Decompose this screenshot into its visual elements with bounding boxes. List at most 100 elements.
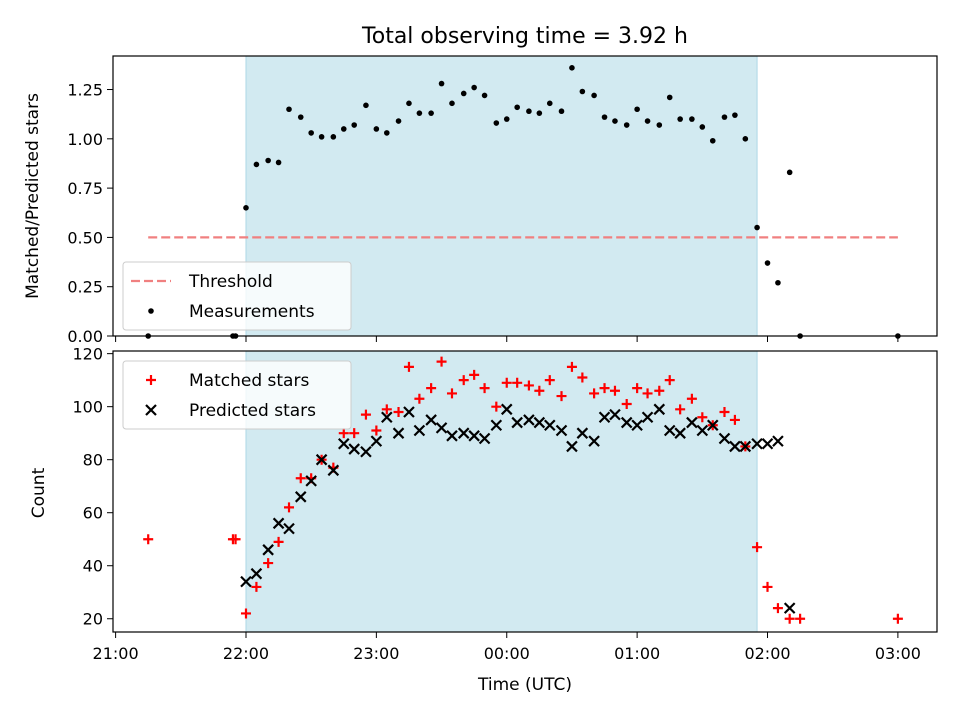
data-point	[471, 84, 477, 91]
data-point	[526, 108, 532, 115]
y-tick-label: 0.25	[67, 278, 103, 297]
data-point	[523, 414, 535, 426]
data-point	[370, 435, 383, 447]
data-point	[383, 130, 390, 136]
data-point	[686, 416, 698, 429]
data-point	[632, 383, 643, 394]
data-point	[395, 118, 402, 124]
data-point	[697, 412, 708, 423]
data-point	[436, 356, 447, 367]
data-point	[784, 613, 795, 624]
data-point	[536, 110, 543, 116]
data-point	[795, 613, 806, 624]
data-point	[696, 424, 709, 437]
y-tick-label: 0.50	[67, 228, 103, 247]
data-point	[729, 414, 740, 425]
data-point	[783, 602, 796, 614]
data-point	[566, 440, 578, 453]
data-point	[514, 104, 520, 111]
y-tick-label: 100	[72, 398, 103, 417]
data-point	[892, 613, 903, 624]
y-tick-label: 60	[83, 504, 103, 523]
data-point	[428, 110, 434, 116]
ratio-y-axis-label: Matched/Predicted stars	[23, 93, 43, 299]
data-point	[751, 438, 763, 450]
data-point	[371, 425, 382, 436]
data-point	[500, 403, 513, 416]
data-point	[772, 603, 783, 614]
data-point	[775, 279, 781, 286]
data-point	[275, 159, 282, 166]
data-point	[478, 432, 491, 445]
data-point	[457, 427, 470, 439]
data-point	[742, 136, 749, 142]
data-point	[569, 65, 575, 71]
data-point	[240, 575, 252, 588]
x-tick-label: 22:00	[223, 644, 269, 663]
data-point	[644, 118, 651, 124]
x-tick-label: 23:00	[353, 644, 399, 663]
data-point	[732, 112, 738, 118]
data-point	[677, 116, 683, 122]
data-point	[634, 106, 640, 113]
data-point	[546, 100, 553, 107]
data-point	[305, 475, 317, 487]
x-tick-label: 00:00	[484, 644, 530, 663]
count-panel: 20 40 60 80 100 120 21:00 22:00 23:00 00:00 01:00 0…	[72, 345, 938, 663]
data-point	[349, 428, 360, 439]
data-point	[403, 406, 415, 418]
data-point	[337, 438, 350, 450]
data-point	[754, 224, 760, 231]
data-point	[240, 608, 251, 619]
data-point	[406, 100, 412, 107]
data-point	[297, 114, 304, 120]
data-point	[689, 116, 695, 122]
data-point	[481, 92, 488, 99]
data-point	[601, 114, 608, 120]
data-point	[579, 88, 586, 95]
data-point	[729, 440, 741, 453]
legend-label: Matched stars	[189, 371, 309, 391]
y-tick-label: 1.25	[67, 81, 103, 100]
data-point	[446, 430, 458, 442]
data-point	[318, 134, 325, 140]
y-tick-label: 80	[83, 451, 103, 470]
data-point	[609, 385, 620, 396]
data-point	[449, 100, 455, 107]
data-point	[348, 443, 360, 455]
data-point	[558, 108, 565, 115]
legend-label: Measurements	[189, 302, 315, 322]
data-point	[577, 372, 588, 383]
data-point	[338, 428, 349, 439]
series-predicted-stars	[240, 403, 796, 614]
data-point	[381, 404, 392, 415]
data-point	[295, 473, 306, 484]
data-point	[599, 383, 610, 394]
data-point	[340, 126, 347, 132]
data-point	[686, 393, 697, 404]
data-point	[425, 414, 437, 426]
data-point	[308, 130, 314, 136]
data-point	[719, 406, 730, 417]
data-point	[265, 157, 271, 164]
data-point	[621, 399, 632, 410]
data-point	[413, 424, 426, 437]
data-point	[656, 122, 663, 128]
data-point	[544, 375, 555, 386]
data-point	[588, 435, 600, 447]
data-point	[718, 432, 731, 445]
legend-box	[122, 360, 352, 430]
count-y-axis-label: Count	[29, 467, 49, 518]
data-point	[491, 401, 502, 412]
data-point	[764, 260, 771, 266]
data-point	[458, 375, 469, 386]
data-point	[403, 361, 414, 372]
data-point	[351, 122, 358, 128]
data-point	[286, 106, 292, 113]
legend-marker	[148, 308, 154, 314]
data-point	[589, 388, 600, 399]
data-point	[230, 534, 241, 545]
data-point	[253, 161, 260, 168]
data-point	[762, 581, 773, 592]
x-tick-label: 21:00	[93, 644, 139, 663]
